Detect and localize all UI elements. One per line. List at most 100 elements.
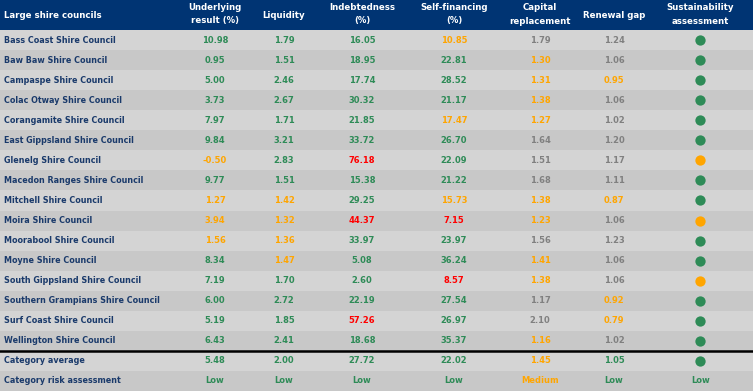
Point [694, 117, 706, 124]
Text: Moorabool Shire Council: Moorabool Shire Council [4, 236, 114, 245]
Text: Indebtedness: Indebtedness [329, 4, 395, 13]
Text: Southern Grampians Shire Council: Southern Grampians Shire Council [4, 296, 160, 305]
Point [694, 137, 706, 143]
Point [694, 37, 706, 43]
Text: Category average: Category average [4, 357, 85, 366]
Text: 22.02: 22.02 [441, 357, 468, 366]
Text: 76.18: 76.18 [349, 156, 375, 165]
Text: 1.17: 1.17 [529, 296, 550, 305]
Text: 1.42: 1.42 [273, 196, 294, 205]
Text: Surf Coast Shire Council: Surf Coast Shire Council [4, 316, 114, 325]
FancyBboxPatch shape [0, 70, 753, 90]
Text: Colac Otway Shire Council: Colac Otway Shire Council [4, 96, 122, 105]
Point [694, 97, 706, 103]
Text: 1.02: 1.02 [604, 336, 624, 345]
Text: 2.60: 2.60 [352, 276, 373, 285]
Text: 1.38: 1.38 [529, 96, 550, 105]
Text: Low: Low [444, 377, 463, 386]
Text: 1.24: 1.24 [604, 36, 624, 45]
Text: assessment: assessment [672, 16, 729, 25]
Text: 1.64: 1.64 [529, 136, 550, 145]
Point [694, 278, 706, 284]
Text: 21.85: 21.85 [349, 116, 375, 125]
Text: Liquidity: Liquidity [263, 11, 305, 20]
Text: South Gippsland Shire Council: South Gippsland Shire Council [4, 276, 141, 285]
Text: 22.19: 22.19 [349, 296, 375, 305]
FancyBboxPatch shape [0, 170, 753, 190]
Text: 1.02: 1.02 [604, 116, 624, 125]
FancyBboxPatch shape [0, 251, 753, 271]
Text: 7.97: 7.97 [205, 116, 225, 125]
Text: 44.37: 44.37 [349, 216, 375, 225]
Text: Low: Low [275, 377, 294, 386]
FancyBboxPatch shape [0, 331, 753, 351]
Text: Wellington Shire Council: Wellington Shire Council [4, 336, 115, 345]
Point [694, 77, 706, 83]
Point [694, 338, 706, 344]
Text: 1.17: 1.17 [604, 156, 624, 165]
Text: 1.47: 1.47 [273, 256, 294, 265]
Text: 1.20: 1.20 [604, 136, 624, 145]
Text: 5.19: 5.19 [205, 316, 225, 325]
Text: Mitchell Shire Council: Mitchell Shire Council [4, 196, 102, 205]
Text: 2.00: 2.00 [273, 357, 294, 366]
FancyBboxPatch shape [0, 291, 753, 311]
Text: 1.23: 1.23 [529, 216, 550, 225]
Text: 35.37: 35.37 [441, 336, 467, 345]
Text: 29.25: 29.25 [349, 196, 375, 205]
Text: 16.05: 16.05 [349, 36, 375, 45]
Text: 26.97: 26.97 [441, 316, 468, 325]
Text: Bass Coast Shire Council: Bass Coast Shire Council [4, 36, 116, 45]
Text: 1.68: 1.68 [529, 176, 550, 185]
FancyBboxPatch shape [0, 210, 753, 231]
Text: Macedon Ranges Shire Council: Macedon Ranges Shire Council [4, 176, 143, 185]
Text: 0.95: 0.95 [205, 56, 225, 65]
Text: 6.43: 6.43 [205, 336, 225, 345]
Text: 1.23: 1.23 [604, 236, 624, 245]
FancyBboxPatch shape [0, 130, 753, 150]
Text: 1.51: 1.51 [273, 56, 294, 65]
Point [694, 358, 706, 364]
Point [694, 177, 706, 183]
Text: 1.11: 1.11 [604, 176, 624, 185]
Text: 2.72: 2.72 [273, 296, 294, 305]
Text: 0.95: 0.95 [604, 75, 624, 84]
Text: Large shire councils: Large shire councils [4, 11, 102, 20]
Text: 1.06: 1.06 [604, 56, 624, 65]
Text: Low: Low [691, 377, 710, 386]
Text: 5.48: 5.48 [205, 357, 225, 366]
Text: 3.73: 3.73 [205, 96, 225, 105]
Text: 28.52: 28.52 [441, 75, 468, 84]
FancyBboxPatch shape [0, 231, 753, 251]
Text: 6.00: 6.00 [205, 296, 225, 305]
FancyBboxPatch shape [0, 351, 753, 371]
Text: Self-financing: Self-financing [420, 4, 488, 13]
Point [694, 217, 706, 224]
Text: 1.05: 1.05 [604, 357, 624, 366]
Text: 21.22: 21.22 [441, 176, 468, 185]
Text: 1.30: 1.30 [529, 56, 550, 65]
Text: 30.32: 30.32 [349, 96, 375, 105]
Text: 1.79: 1.79 [273, 36, 294, 45]
Text: 1.56: 1.56 [529, 236, 550, 245]
Text: 17.74: 17.74 [349, 75, 375, 84]
FancyBboxPatch shape [0, 271, 753, 291]
Text: 7.19: 7.19 [205, 276, 225, 285]
FancyBboxPatch shape [0, 50, 753, 70]
Point [694, 237, 706, 244]
Text: Underlying: Underlying [188, 4, 242, 13]
Text: 21.17: 21.17 [441, 96, 468, 105]
Text: (%): (%) [354, 16, 370, 25]
Text: 27.72: 27.72 [349, 357, 375, 366]
FancyBboxPatch shape [0, 110, 753, 130]
Text: East Gippsland Shire Council: East Gippsland Shire Council [4, 136, 134, 145]
Text: 22.09: 22.09 [441, 156, 468, 165]
FancyBboxPatch shape [0, 90, 753, 110]
Text: 2.83: 2.83 [273, 156, 294, 165]
Text: 1.56: 1.56 [205, 236, 225, 245]
Text: -0.50: -0.50 [203, 156, 227, 165]
Text: 33.72: 33.72 [349, 136, 375, 145]
Text: Low: Low [206, 377, 224, 386]
Text: 33.97: 33.97 [349, 236, 375, 245]
FancyBboxPatch shape [0, 371, 753, 391]
